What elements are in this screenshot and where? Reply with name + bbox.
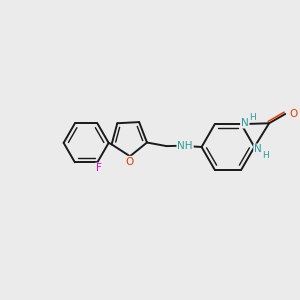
Text: H: H: [262, 151, 269, 160]
Text: O: O: [290, 109, 298, 119]
Text: O: O: [126, 157, 134, 167]
Text: N: N: [241, 118, 249, 128]
Text: NH: NH: [177, 140, 193, 151]
Text: N: N: [254, 144, 262, 154]
Text: H: H: [249, 113, 256, 122]
Text: F: F: [96, 164, 102, 173]
